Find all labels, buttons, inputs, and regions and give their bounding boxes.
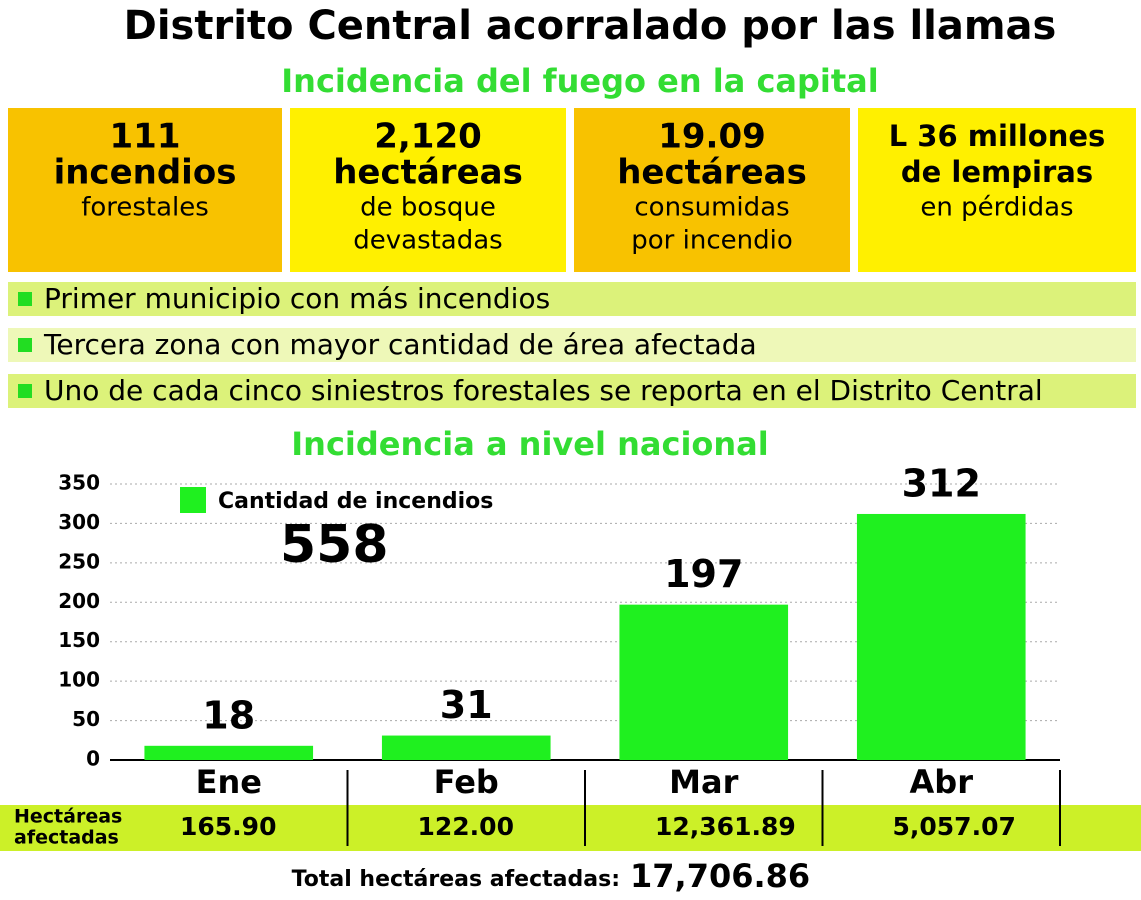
bar xyxy=(856,513,1026,760)
y-tick-label: 50 xyxy=(72,707,100,731)
value-label: 31 xyxy=(440,683,493,727)
bullet-text: Uno de cada cinco siniestros forestales … xyxy=(44,374,1043,407)
stat-box xyxy=(8,108,282,272)
hectareas-label: afectadas xyxy=(14,827,119,849)
stat-text: devastadas xyxy=(353,226,502,256)
stat-box xyxy=(290,108,566,272)
stat-bold: 19.09 xyxy=(658,117,766,157)
value-label: 197 xyxy=(664,552,743,596)
bullet-text: Primer municipio con más incendios xyxy=(44,282,550,315)
bullet-icon xyxy=(18,292,32,306)
legend-swatch xyxy=(180,487,206,513)
y-tick-label: 200 xyxy=(58,589,100,613)
bar xyxy=(381,735,551,760)
y-tick-label: 150 xyxy=(58,628,100,652)
bullet-row xyxy=(8,374,1136,408)
bullet-icon xyxy=(18,338,32,352)
y-tick-label: 300 xyxy=(58,510,100,534)
subtitle: Incidencia del fuego en la capital xyxy=(281,62,878,100)
total-label: Total hectáreas afectadas: xyxy=(292,867,620,892)
stat-bold: de lempiras xyxy=(901,155,1093,189)
stat-box xyxy=(858,108,1136,272)
stat-bold: hectáreas xyxy=(617,153,807,193)
y-tick-label: 350 xyxy=(58,471,100,495)
stat-box xyxy=(574,108,850,272)
y-tick-label: 250 xyxy=(58,549,100,573)
value-label: 18 xyxy=(202,693,255,737)
bullet-icon xyxy=(18,384,32,398)
hectareas-band xyxy=(0,805,1141,851)
bar xyxy=(144,745,314,760)
hectareas-value: 165.90 xyxy=(180,812,276,841)
stat-bold: L 36 millones xyxy=(889,119,1106,153)
stat-text: en pérdidas xyxy=(920,193,1073,223)
chart-title: Incidencia a nivel nacional xyxy=(291,425,768,463)
stat-bold: incendios xyxy=(54,153,237,193)
stat-bold: hectáreas xyxy=(333,153,523,193)
stat-text: forestales xyxy=(81,193,209,223)
hectareas-value: 12,361.89 xyxy=(655,812,796,841)
stat-bold: 111 xyxy=(110,117,181,157)
bullet-row xyxy=(8,328,1136,362)
stat-bold: 2,120 xyxy=(374,117,482,157)
y-tick-label: 100 xyxy=(58,668,100,692)
y-tick-label: 0 xyxy=(86,747,100,771)
stat-text: de bosque xyxy=(360,193,496,223)
hectareas-value: 5,057.07 xyxy=(893,812,1016,841)
x-tick-label: Abr xyxy=(910,763,974,801)
stat-text: por incendio xyxy=(631,226,792,256)
bullet-row xyxy=(8,282,1136,316)
stat-text: consumidas xyxy=(634,193,789,223)
bullet-text: Tercera zona con mayor cantidad de área … xyxy=(43,328,757,361)
hectareas-label: Hectáreas xyxy=(14,806,122,828)
x-tick-label: Mar xyxy=(669,763,738,801)
total-value: 17,706.86 xyxy=(630,857,810,895)
x-tick-label: Feb xyxy=(434,763,499,801)
legend-label: Cantidad de incendios xyxy=(218,489,493,514)
total-incendios: 558 xyxy=(280,515,389,575)
title: Distrito Central acorralado por las llam… xyxy=(124,3,1057,49)
value-label: 312 xyxy=(902,461,981,505)
x-tick-label: Ene xyxy=(196,763,262,801)
bar xyxy=(619,604,789,760)
hectareas-value: 122.00 xyxy=(418,812,514,841)
